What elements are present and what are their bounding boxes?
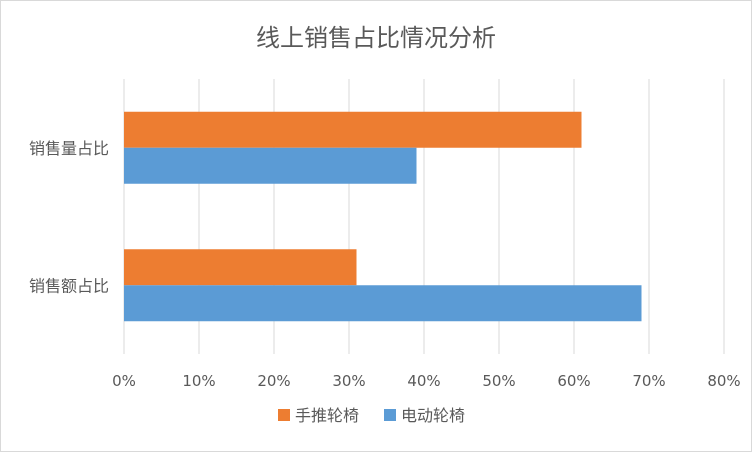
bars — [124, 111, 642, 322]
x-tick-label: 40% — [407, 372, 440, 390]
bar — [124, 249, 357, 286]
legend-swatch — [384, 409, 396, 421]
legend-label: 手推轮椅 — [295, 406, 359, 425]
x-tick-label: 30% — [332, 372, 365, 390]
x-tick-label: 20% — [257, 372, 290, 390]
category-label: 销售量占比 — [29, 139, 109, 158]
legend-swatch — [278, 409, 290, 421]
bar — [124, 285, 642, 322]
x-tick-label: 80% — [707, 372, 740, 390]
legend: 手推轮椅 电动轮椅 — [278, 406, 465, 425]
x-tick-label: 50% — [482, 372, 515, 390]
x-tick-labels: 0% 10% 20% 30% 40% 50% 60% 70% 80% — [112, 372, 741, 390]
x-tick-label: 10% — [182, 372, 215, 390]
chart-title: 线上销售占比情况分析 — [256, 24, 496, 52]
bar — [124, 111, 582, 148]
bar — [124, 147, 417, 184]
x-tick-label: 70% — [632, 372, 665, 390]
category-label: 销售额占比 — [29, 276, 109, 295]
x-tick-label: 0% — [112, 372, 136, 390]
x-tick-label: 60% — [557, 372, 590, 390]
legend-label: 电动轮椅 — [401, 406, 465, 425]
